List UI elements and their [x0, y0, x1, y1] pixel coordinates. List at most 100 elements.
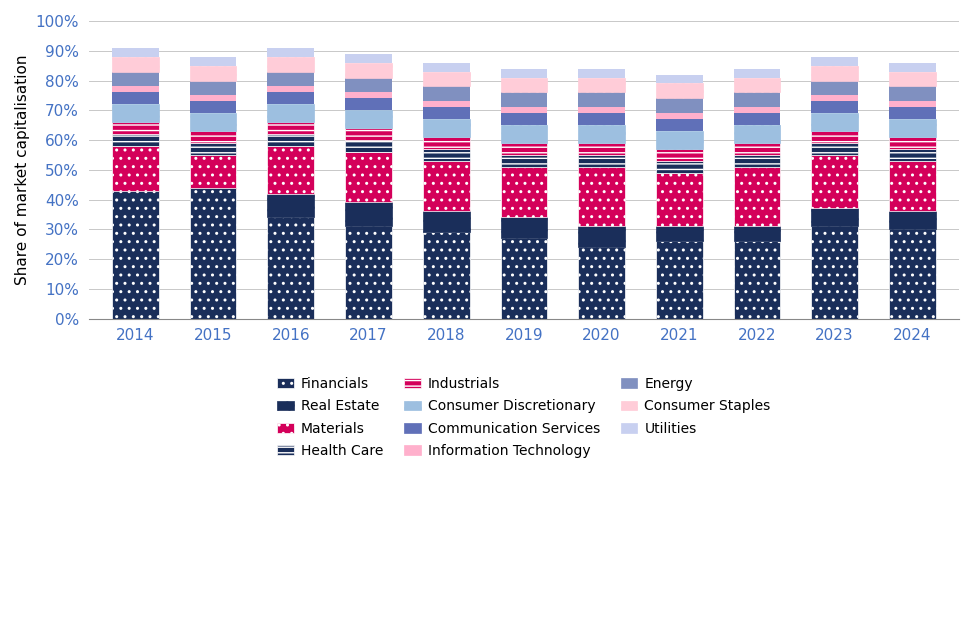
Legend: Financials, Real Estate, Materials, Health Care, Industrials, Consumer Discretio: Financials, Real Estate, Materials, Heal…	[270, 370, 777, 465]
Bar	[811, 155, 858, 209]
Bar	[733, 113, 780, 125]
Bar	[889, 101, 936, 107]
Bar	[811, 209, 858, 226]
Bar	[112, 134, 159, 146]
Bar	[268, 92, 314, 104]
Bar	[811, 143, 858, 155]
Bar	[501, 107, 547, 113]
Bar	[889, 119, 936, 137]
Bar	[579, 107, 625, 113]
Bar	[811, 66, 858, 81]
Bar	[656, 99, 702, 113]
Bar	[733, 167, 780, 226]
Bar	[112, 146, 159, 191]
Bar	[579, 143, 625, 155]
Bar	[811, 101, 858, 113]
Bar	[423, 63, 469, 72]
Bar	[268, 48, 314, 57]
Bar	[345, 78, 392, 92]
Bar	[579, 78, 625, 92]
Bar	[733, 69, 780, 78]
Bar	[190, 95, 237, 101]
Bar	[190, 57, 237, 66]
Bar	[579, 226, 625, 247]
Bar	[345, 53, 392, 63]
Bar	[501, 238, 547, 319]
Bar	[889, 72, 936, 86]
Bar	[268, 104, 314, 122]
Bar	[423, 86, 469, 101]
Bar	[345, 92, 392, 99]
Bar	[112, 191, 159, 319]
Bar	[579, 155, 625, 167]
Bar	[579, 92, 625, 107]
Bar	[501, 113, 547, 125]
Y-axis label: Share of market capitalisation: Share of market capitalisation	[15, 55, 30, 285]
Bar	[112, 92, 159, 104]
Bar	[190, 131, 237, 143]
Bar	[501, 167, 547, 218]
Bar	[501, 92, 547, 107]
Bar	[345, 63, 392, 78]
Bar	[190, 66, 237, 81]
Bar	[811, 226, 858, 319]
Bar	[423, 211, 469, 232]
Bar	[190, 81, 237, 95]
Bar	[112, 122, 159, 134]
Bar	[345, 152, 392, 202]
Bar	[579, 113, 625, 125]
Bar	[345, 128, 392, 140]
Bar	[501, 78, 547, 92]
Bar	[345, 202, 392, 226]
Bar	[268, 218, 314, 319]
Bar	[733, 143, 780, 155]
Bar	[889, 149, 936, 161]
Bar	[268, 122, 314, 134]
Bar	[579, 125, 625, 143]
Bar	[190, 155, 237, 188]
Bar	[889, 107, 936, 119]
Bar	[268, 57, 314, 72]
Bar	[345, 140, 392, 152]
Bar	[579, 247, 625, 319]
Bar	[579, 69, 625, 78]
Bar	[190, 143, 237, 155]
Bar	[811, 57, 858, 66]
Bar	[733, 226, 780, 241]
Bar	[733, 155, 780, 167]
Bar	[579, 167, 625, 226]
Bar	[656, 226, 702, 241]
Bar	[268, 86, 314, 92]
Bar	[112, 86, 159, 92]
Bar	[656, 241, 702, 319]
Bar	[501, 143, 547, 155]
Bar	[501, 69, 547, 78]
Bar	[733, 125, 780, 143]
Bar	[811, 81, 858, 95]
Bar	[268, 146, 314, 193]
Bar	[811, 95, 858, 101]
Bar	[501, 125, 547, 143]
Bar	[190, 101, 237, 113]
Bar	[423, 232, 469, 319]
Bar	[811, 113, 858, 131]
Bar	[112, 72, 159, 86]
Bar	[345, 226, 392, 319]
Bar	[656, 113, 702, 119]
Bar	[656, 149, 702, 161]
Bar	[733, 78, 780, 92]
Bar	[889, 211, 936, 229]
Bar	[656, 119, 702, 131]
Bar	[112, 104, 159, 122]
Bar	[889, 63, 936, 72]
Bar	[268, 134, 314, 146]
Bar	[345, 110, 392, 128]
Bar	[423, 137, 469, 149]
Bar	[733, 107, 780, 113]
Bar	[268, 193, 314, 218]
Bar	[268, 72, 314, 86]
Bar	[733, 241, 780, 319]
Bar	[423, 149, 469, 161]
Bar	[656, 161, 702, 173]
Bar	[423, 72, 469, 86]
